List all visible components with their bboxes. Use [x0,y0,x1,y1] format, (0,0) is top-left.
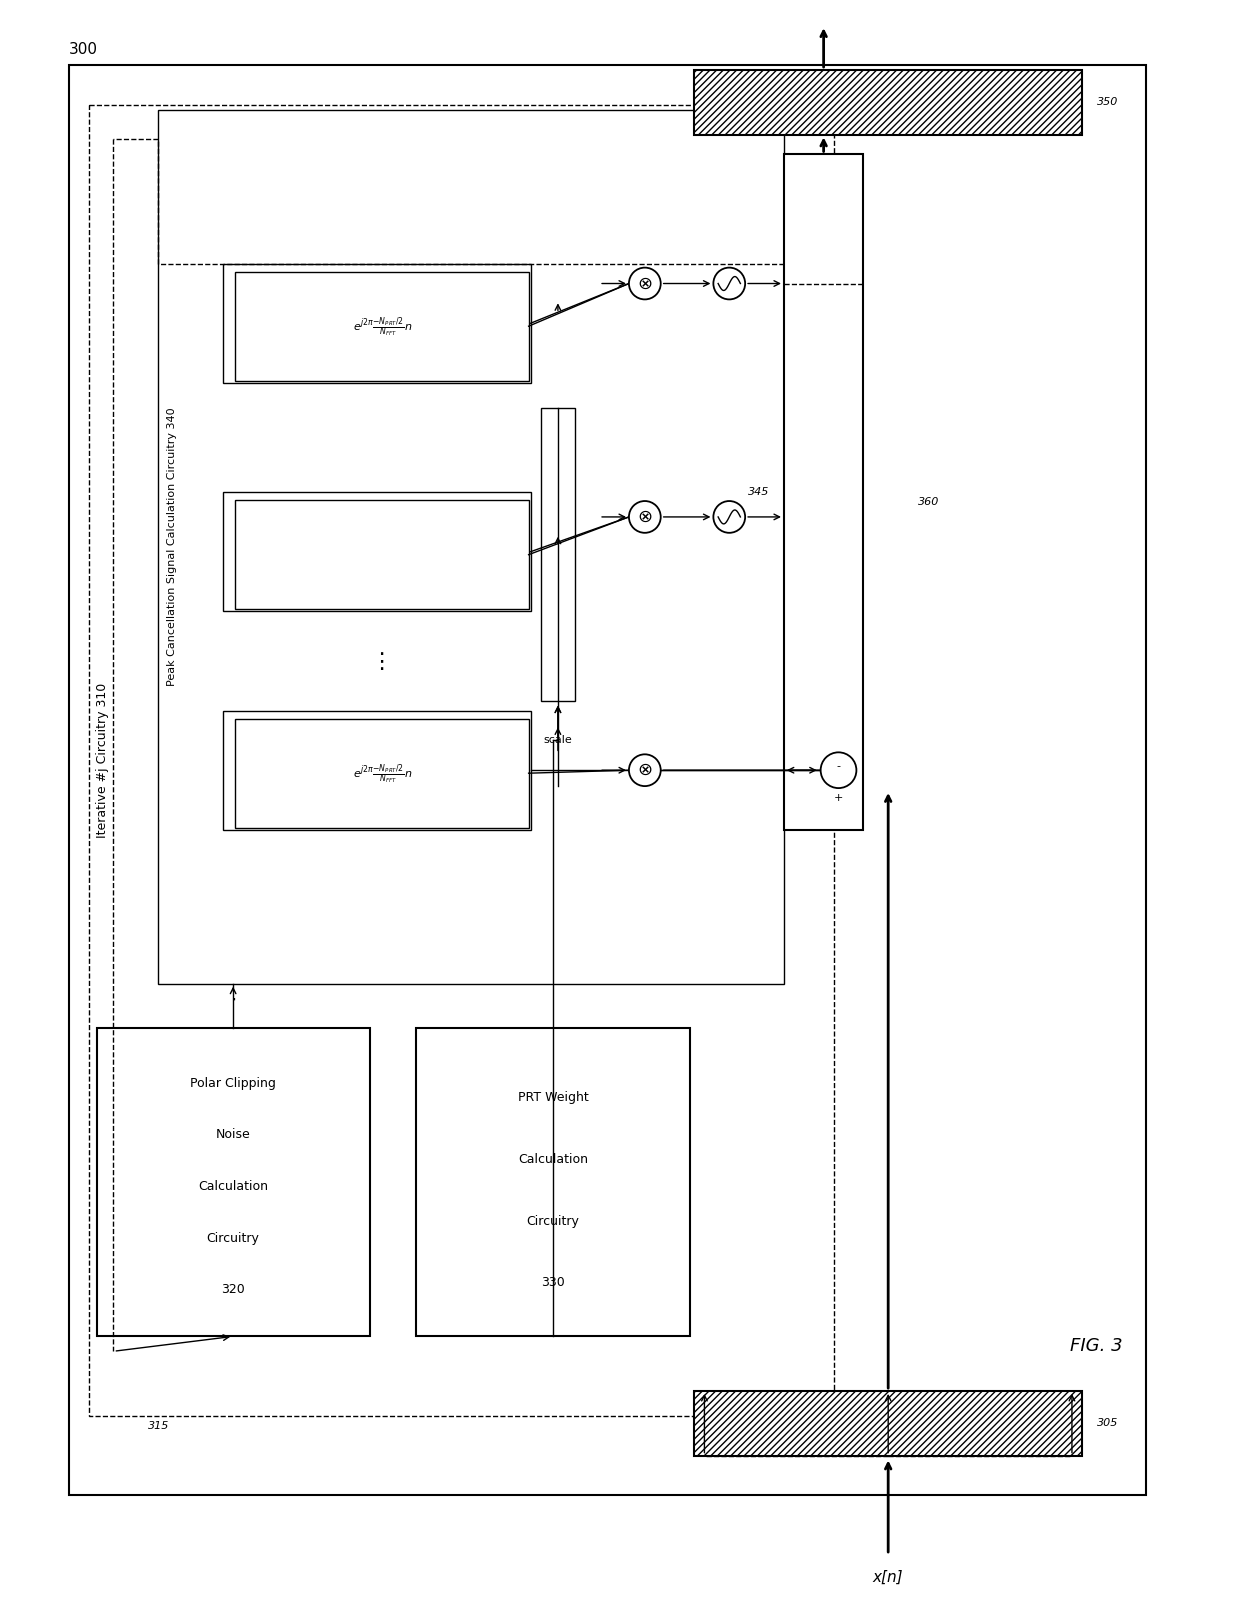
Text: 360: 360 [918,497,940,507]
Text: Iterative #j Circuitry 310: Iterative #j Circuitry 310 [95,683,109,837]
Text: $e^{j2\pi}\frac{-N_{PRT}/2}{N_{FFT}}n$: $e^{j2\pi}\frac{-N_{PRT}/2}{N_{FFT}}n$ [353,762,413,786]
Text: 305: 305 [1096,1418,1118,1428]
Text: Noise: Noise [216,1128,250,1142]
Bar [223,263,531,383]
Circle shape [821,752,857,788]
Text: Calculation: Calculation [198,1181,268,1193]
Bar [234,500,528,610]
Bar [694,71,1081,135]
Bar [234,719,528,828]
Text: Peak Cancellation Signal Calculation Circuitry 340: Peak Cancellation Signal Calculation Cir… [167,407,177,687]
Text: FIG. 3: FIG. 3 [1070,1338,1123,1355]
Text: +: + [833,792,843,804]
Text: Calculation: Calculation [518,1153,588,1166]
Circle shape [713,500,745,533]
Bar [88,104,833,1416]
Bar [97,1028,370,1336]
Text: -: - [837,762,841,772]
Circle shape [629,268,661,300]
Text: $\vdots$: $\vdots$ [370,650,383,672]
Text: $\otimes$: $\otimes$ [637,274,652,292]
Text: $e^{j2\pi}\frac{-N_{PRT}/2}{N_{FFT}}n$: $e^{j2\pi}\frac{-N_{PRT}/2}{N_{FFT}}n$ [353,316,413,338]
Text: 350: 350 [1096,98,1118,107]
Text: scale: scale [543,736,573,746]
Bar [417,1028,689,1336]
Bar [159,109,784,983]
Text: Circuitry: Circuitry [207,1232,259,1245]
Circle shape [713,268,745,300]
Text: Circuitry: Circuitry [527,1214,579,1227]
Bar [694,1391,1081,1455]
Text: 320: 320 [221,1283,246,1296]
Circle shape [629,500,661,533]
Text: x[n]: x[n] [873,1570,904,1585]
Text: $\cdot$: $\cdot$ [229,990,236,1009]
Text: PRT Weight: PRT Weight [517,1091,588,1105]
Text: Polar Clipping: Polar Clipping [190,1076,277,1089]
Bar [223,711,531,829]
Text: 345: 345 [748,488,769,497]
Text: $\otimes$: $\otimes$ [637,762,652,780]
Circle shape [629,754,661,786]
Text: 300: 300 [68,42,98,58]
Text: 330: 330 [541,1277,565,1290]
Bar [541,407,575,701]
Text: $\otimes$: $\otimes$ [637,508,652,526]
Bar [784,154,863,829]
Text: 315: 315 [149,1421,170,1431]
Bar [223,492,531,611]
Bar [68,66,1147,1495]
Bar [234,271,528,380]
